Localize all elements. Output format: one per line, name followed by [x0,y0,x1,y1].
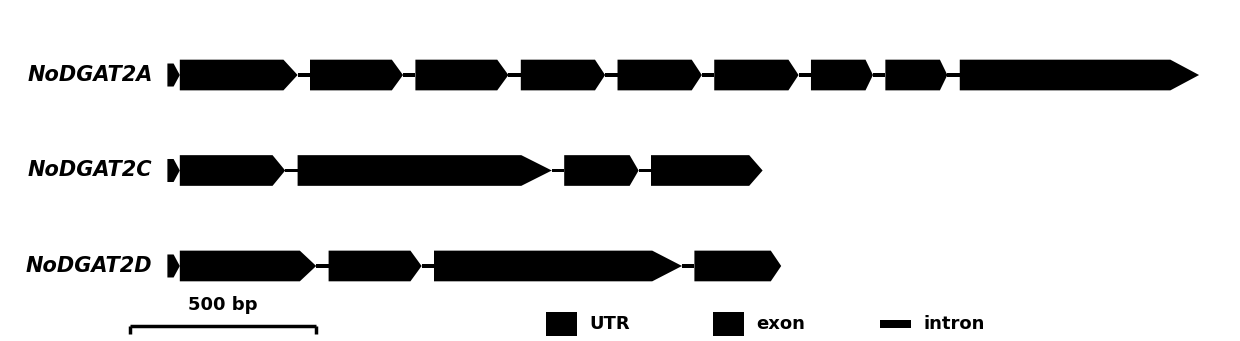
Polygon shape [885,60,947,90]
Bar [552,169,564,172]
Bar [947,73,960,76]
Bar [873,73,885,76]
Polygon shape [694,251,781,281]
Polygon shape [180,155,285,186]
Bar [403,73,415,76]
Polygon shape [521,60,605,90]
Polygon shape [811,60,873,90]
Bar [713,312,744,336]
Polygon shape [180,251,316,281]
Polygon shape [167,254,180,278]
Bar [298,73,310,76]
Text: UTR: UTR [589,315,630,333]
Polygon shape [618,60,702,90]
Text: 500 bp: 500 bp [188,296,258,314]
Polygon shape [329,251,422,281]
Polygon shape [714,60,799,90]
Polygon shape [564,155,639,186]
Polygon shape [415,60,508,90]
Bar [422,265,434,267]
Polygon shape [298,155,552,186]
Polygon shape [310,60,403,90]
Text: NoDGAT2C: NoDGAT2C [27,161,153,180]
Bar [639,169,651,172]
Bar [316,265,329,267]
Polygon shape [651,155,763,186]
Text: NoDGAT2D: NoDGAT2D [26,256,153,276]
Bar [880,320,911,328]
Bar [285,169,298,172]
Bar [508,73,521,76]
Text: intron: intron [924,315,985,333]
Polygon shape [167,63,180,87]
Bar [682,265,694,267]
Polygon shape [180,60,298,90]
Text: NoDGAT2A: NoDGAT2A [27,65,153,85]
Bar [546,312,577,336]
Bar [702,73,714,76]
Text: exon: exon [756,315,805,333]
Bar [799,73,811,76]
Polygon shape [167,159,180,182]
Polygon shape [434,251,682,281]
Polygon shape [960,60,1199,90]
Bar [605,73,618,76]
